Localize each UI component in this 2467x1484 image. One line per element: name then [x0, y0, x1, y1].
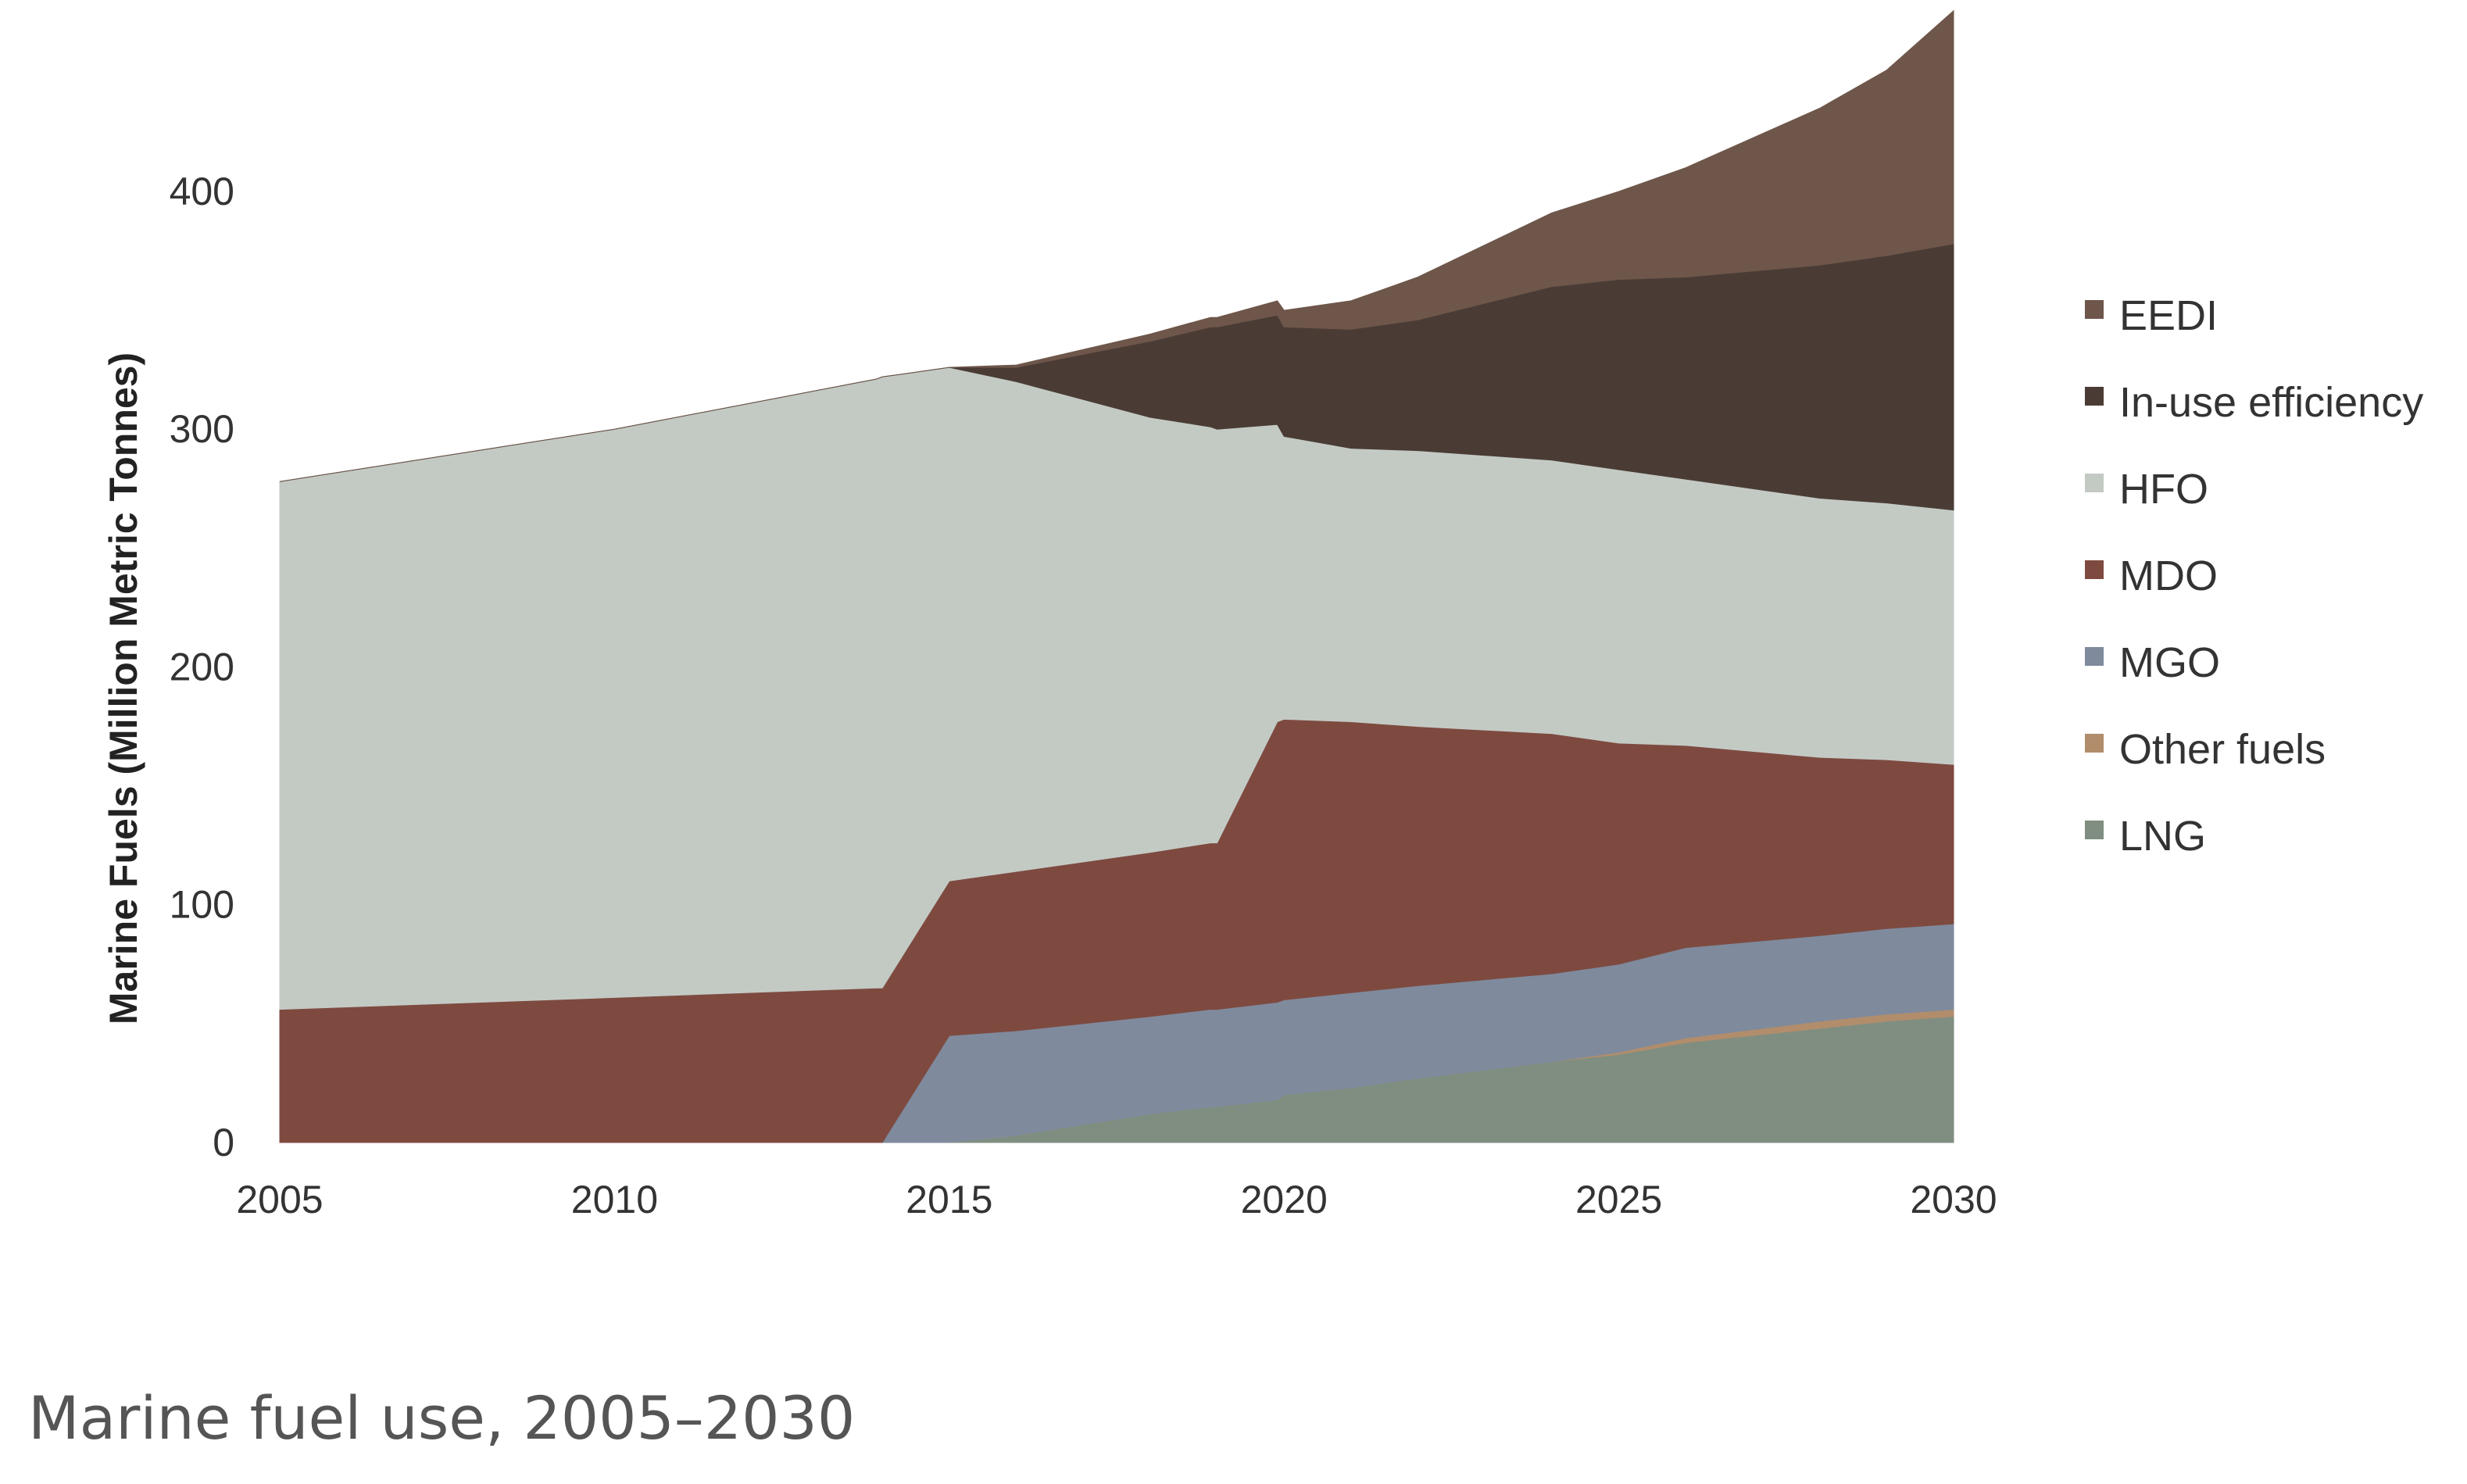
- y-axis-ticks: 0 100 200 300 400: [170, 170, 234, 1164]
- x-tick-label: 2025: [1575, 1178, 1662, 1221]
- legend-item-mdo: MDO: [2085, 552, 2218, 599]
- x-tick-label: 2015: [906, 1178, 992, 1221]
- y-tick-label: 200: [170, 645, 234, 688]
- legend-item-other-fuels: Other fuels: [2085, 726, 2326, 773]
- x-tick-label: 2010: [571, 1178, 658, 1221]
- legend-swatch: [2085, 560, 2104, 579]
- legend-label: In-use efficiency: [2119, 379, 2423, 426]
- x-tick-label: 2020: [1241, 1178, 1328, 1221]
- legend-swatch: [2085, 300, 2104, 319]
- area-eedi: [279, 9, 1954, 482]
- legend-item-mgo: MGO: [2085, 639, 2220, 686]
- stacked-areas: [279, 9, 1954, 1143]
- legend-swatch: [2085, 387, 2104, 406]
- legend-label: LNG: [2119, 813, 2206, 860]
- y-tick-label: 0: [213, 1121, 234, 1164]
- figure-caption: Marine fuel use, 2005–2030: [28, 1383, 856, 1453]
- legend-item-eedi: EEDI: [2085, 292, 2218, 339]
- legend-label: EEDI: [2119, 292, 2218, 339]
- legend-item-lng: LNG: [2085, 813, 2206, 860]
- legend-label: Other fuels: [2119, 726, 2326, 773]
- legend-swatch: [2085, 821, 2104, 839]
- chart: 0 100 200 300 400 2005 2010 2015 2020 2025 2030 M…: [102, 9, 2423, 1221]
- y-tick-label: 300: [170, 407, 234, 451]
- legend-swatch: [2085, 474, 2104, 492]
- x-tick-label: 2005: [236, 1178, 323, 1221]
- legend-item-in-use-efficiency: In-use efficiency: [2085, 379, 2423, 426]
- legend-label: MDO: [2119, 552, 2218, 599]
- legend-label: HFO: [2119, 466, 2208, 513]
- x-tick-label: 2030: [1910, 1178, 1997, 1221]
- y-tick-label: 400: [170, 170, 234, 213]
- y-tick-label: 100: [170, 883, 234, 927]
- legend-item-hfo: HFO: [2085, 466, 2208, 513]
- legend: EEDI In-use efficiency HFO MDO MGO Other fuel…: [2085, 292, 2423, 860]
- legend-label: MGO: [2119, 639, 2220, 686]
- legend-swatch: [2085, 734, 2104, 753]
- y-axis-title: Marine Fuels (Million Metric Tonnes): [102, 352, 145, 1024]
- legend-swatch: [2085, 647, 2104, 666]
- x-axis-ticks: 2005 2010 2015 2020 2025 2030: [236, 1178, 1997, 1221]
